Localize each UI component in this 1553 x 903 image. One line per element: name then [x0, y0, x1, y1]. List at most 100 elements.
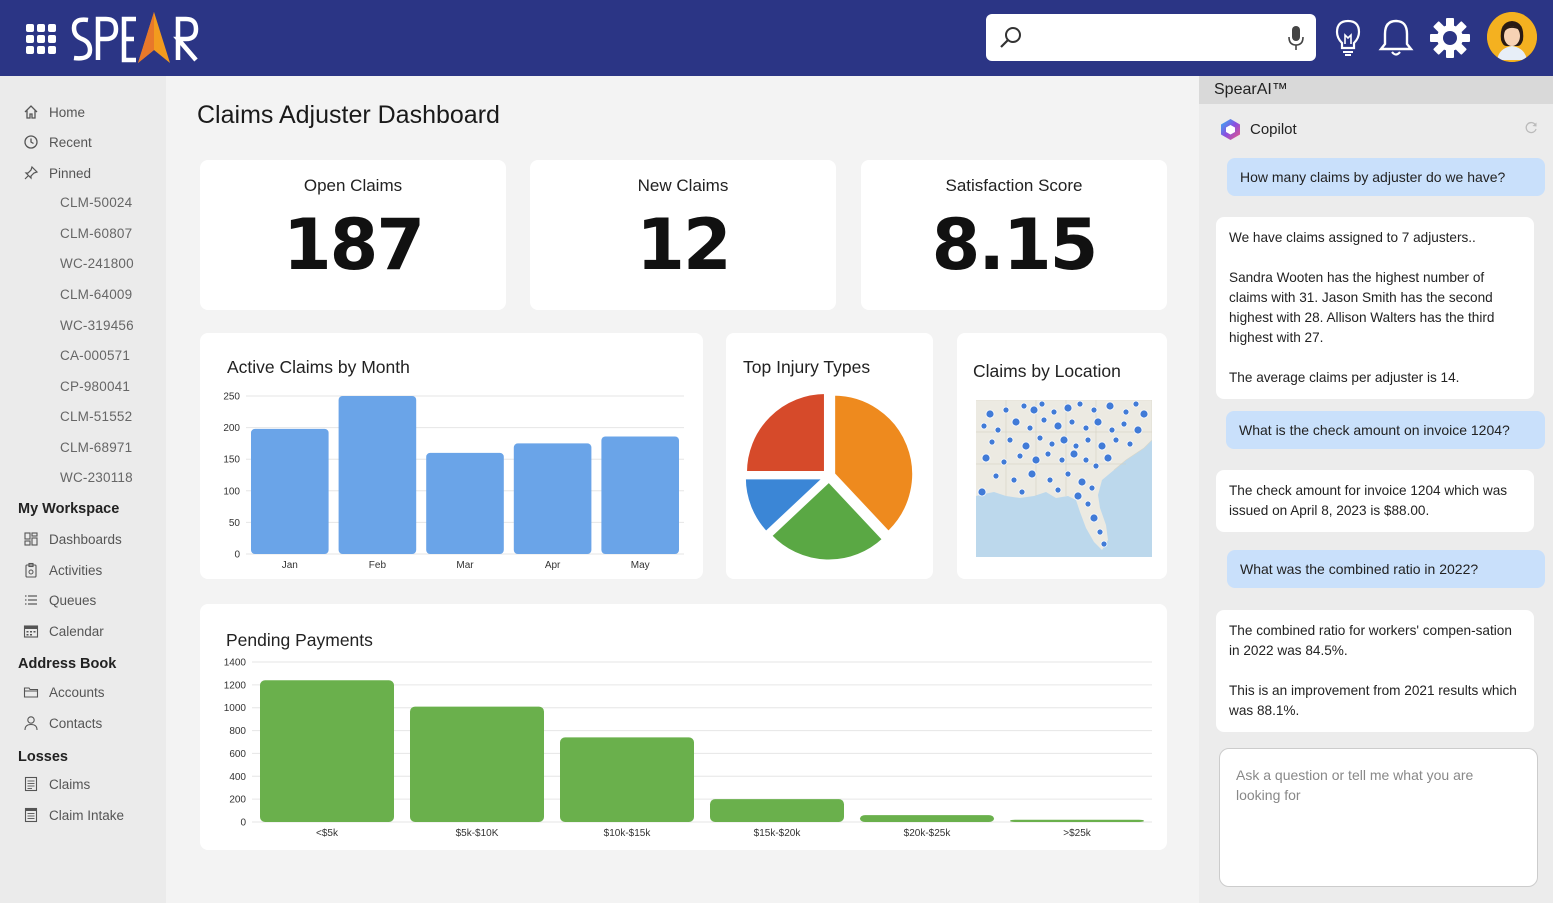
map-marker[interactable]	[1139, 409, 1149, 419]
bar[interactable]	[1010, 819, 1144, 822]
map-marker[interactable]	[1006, 436, 1014, 444]
microphone-icon[interactable]	[1288, 25, 1304, 51]
kpi-card-open-claims[interactable]: Open Claims 187	[200, 160, 506, 310]
map-marker[interactable]	[994, 426, 1002, 434]
bar[interactable]	[260, 680, 394, 822]
map-marker[interactable]	[1093, 417, 1103, 427]
map-marker[interactable]	[1068, 418, 1076, 426]
avatar[interactable]	[1487, 12, 1537, 62]
map-marker[interactable]	[1120, 420, 1128, 428]
map-marker[interactable]	[1018, 488, 1026, 496]
pie-slice[interactable]	[768, 478, 886, 563]
map-marker[interactable]	[1000, 458, 1008, 466]
map-marker[interactable]	[1059, 435, 1069, 445]
pinned-claim-item[interactable]: WC-230118	[60, 470, 133, 485]
bar[interactable]	[710, 799, 844, 822]
sidebar-item-dashboards[interactable]: Dashboards	[22, 528, 122, 550]
injury-types-pie-chart[interactable]	[726, 333, 933, 579]
map-marker[interactable]	[1029, 405, 1039, 415]
pinned-claim-item[interactable]: CA-000571	[60, 348, 131, 363]
map-marker[interactable]	[1002, 406, 1010, 414]
bar[interactable]	[860, 815, 994, 822]
map-marker[interactable]	[1046, 476, 1054, 484]
pinned-claim-item[interactable]: CLM-51552	[60, 409, 133, 424]
lightbulb-icon[interactable]	[1334, 18, 1362, 58]
pinned-claim-item[interactable]: CLM-60807	[60, 226, 133, 241]
map-marker[interactable]	[1038, 400, 1046, 408]
ai-prompt-box[interactable]	[1219, 748, 1538, 887]
map-marker[interactable]	[1082, 456, 1090, 464]
sidebar-item-contacts[interactable]: Contacts	[22, 712, 102, 734]
map-marker[interactable]	[1063, 403, 1073, 413]
pie-slice[interactable]	[832, 392, 916, 535]
sidebar-item-recent[interactable]: Recent	[22, 131, 92, 153]
pinned-claim-item[interactable]: CLM-64009	[60, 287, 133, 302]
pinned-claim-item[interactable]: CLM-50024	[60, 195, 133, 210]
map-marker[interactable]	[1077, 477, 1087, 487]
map-marker[interactable]	[985, 409, 995, 419]
map-marker[interactable]	[977, 487, 987, 497]
bar[interactable]	[338, 396, 417, 554]
sidebar-item-calendar[interactable]: Calendar	[22, 620, 104, 642]
bar[interactable]	[601, 436, 679, 554]
map-marker[interactable]	[1096, 528, 1104, 536]
map-marker[interactable]	[1076, 400, 1084, 408]
map-marker[interactable]	[1054, 486, 1062, 494]
claims-location-map[interactable]	[976, 400, 1152, 557]
map-marker[interactable]	[1036, 434, 1044, 442]
active-claims-bar-chart[interactable]: 0 50 100 150 200 250 Jan Feb Mar Apr May	[200, 333, 703, 579]
map-marker[interactable]	[1097, 441, 1107, 451]
map-marker[interactable]	[1084, 436, 1092, 444]
bar[interactable]	[426, 452, 504, 554]
map-marker[interactable]	[1103, 453, 1113, 463]
map-marker[interactable]	[1084, 500, 1092, 508]
search-input[interactable]	[1038, 17, 1276, 58]
pending-payments-bar-chart[interactable]: 0 200 400 600 800 1000 1200 1400 <$5k $5k-$10K $10…	[200, 604, 1167, 850]
map-marker[interactable]	[1064, 470, 1072, 478]
map-marker[interactable]	[1044, 450, 1052, 458]
map-marker[interactable]	[1048, 440, 1056, 448]
map-marker[interactable]	[1105, 401, 1115, 411]
sidebar-item-claim-intake[interactable]: Claim Intake	[22, 804, 124, 826]
sidebar-item-queues[interactable]: Queues	[22, 589, 96, 611]
map-marker[interactable]	[1069, 449, 1079, 459]
map-marker[interactable]	[1073, 491, 1083, 501]
ai-prompt-input[interactable]	[1220, 749, 1537, 886]
spear-logo[interactable]	[70, 8, 202, 68]
bar[interactable]	[560, 737, 694, 822]
bar[interactable]	[513, 443, 592, 554]
map-marker[interactable]	[1100, 540, 1108, 548]
map-marker[interactable]	[1108, 426, 1116, 434]
map-marker[interactable]	[1090, 406, 1098, 414]
pinned-claim-item[interactable]: CLM-68971	[60, 440, 133, 455]
pinned-claim-item[interactable]: CP-980041	[60, 379, 131, 394]
map-marker[interactable]	[988, 438, 996, 446]
pinned-claim-item[interactable]: WC-241800	[60, 256, 134, 271]
map-marker[interactable]	[1026, 424, 1034, 432]
map-marker[interactable]	[1126, 440, 1134, 448]
map-marker[interactable]	[1132, 400, 1140, 408]
sidebar-item-accounts[interactable]: Accounts	[22, 681, 105, 703]
sidebar-item-pinned[interactable]: Pinned	[22, 162, 91, 184]
kpi-card-new-claims[interactable]: New Claims 12	[530, 160, 836, 310]
map-marker[interactable]	[1089, 513, 1099, 523]
kpi-card-satisfaction-score[interactable]: Satisfaction Score 8.15	[861, 160, 1167, 310]
map-marker[interactable]	[1112, 436, 1120, 444]
map-marker[interactable]	[1053, 421, 1063, 431]
global-search[interactable]	[986, 14, 1316, 61]
map-marker[interactable]	[1040, 416, 1048, 424]
search-icon[interactable]	[998, 25, 1024, 51]
refresh-icon[interactable]	[1524, 121, 1538, 135]
map-marker[interactable]	[1122, 408, 1130, 416]
bar[interactable]	[251, 428, 329, 554]
map-marker[interactable]	[981, 453, 991, 463]
map-marker[interactable]	[992, 472, 1000, 480]
map-marker[interactable]	[1021, 441, 1031, 451]
map-marker[interactable]	[1088, 484, 1096, 492]
pinned-claim-item[interactable]: WC-319456	[60, 318, 134, 333]
map-marker[interactable]	[1027, 469, 1037, 479]
map-marker[interactable]	[1082, 424, 1090, 432]
map-marker[interactable]	[980, 422, 988, 430]
map-marker[interactable]	[1011, 417, 1021, 427]
pie-slice[interactable]	[742, 476, 829, 535]
